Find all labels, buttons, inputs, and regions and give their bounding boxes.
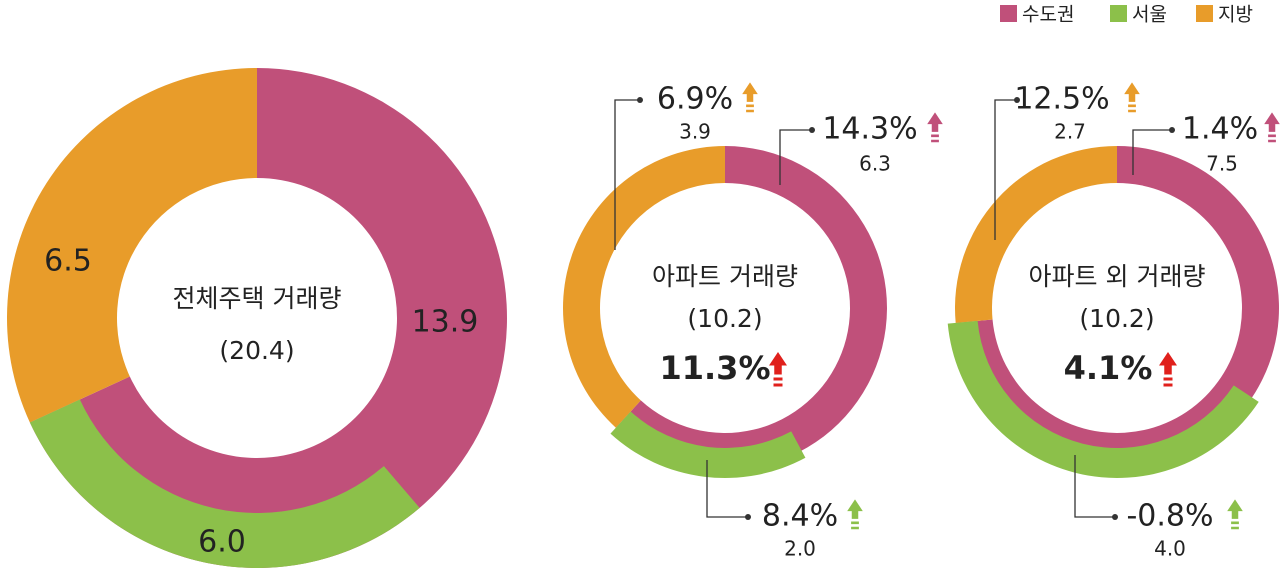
leader-dot <box>637 97 643 103</box>
donut-segment <box>563 146 725 428</box>
change-arrow <box>1159 352 1177 387</box>
value-label: 4.0 <box>1154 537 1186 561</box>
legend-label: 서울 <box>1132 4 1167 26</box>
change-arrow <box>769 352 787 387</box>
leader-dot <box>745 514 751 520</box>
donut-segment <box>947 320 1259 478</box>
change-label: 14.3% <box>822 112 917 147</box>
legend-label: 수도권 <box>1022 4 1074 26</box>
leader-dot <box>1112 514 1118 520</box>
legend-swatch <box>1000 5 1017 22</box>
donut-title: 전체주택 거래량 <box>173 284 342 313</box>
value-label: 6.5 <box>44 244 92 279</box>
change-label: 6.9% <box>657 82 733 117</box>
leader-line <box>1132 129 1172 175</box>
value-label: 6.0 <box>198 525 246 560</box>
donut-total: (10.2) <box>1079 304 1154 333</box>
leader-line <box>1074 455 1115 518</box>
leader-line <box>706 460 748 518</box>
change-label: 12.5% <box>1014 82 1109 117</box>
donut-segment <box>29 399 420 568</box>
change-arrow <box>1227 499 1243 530</box>
change-arrow <box>1124 82 1140 113</box>
donut-title: 아파트 외 거래량 <box>1029 262 1206 291</box>
legend-label: 지방 <box>1218 4 1253 26</box>
change-arrow <box>1264 112 1280 143</box>
change-arrow <box>927 112 943 143</box>
leader-line <box>779 129 812 185</box>
leader-dot <box>1169 127 1175 133</box>
value-label: 6.3 <box>859 152 891 176</box>
value-label: 2.7 <box>1054 120 1086 144</box>
legend-swatch <box>1110 5 1127 22</box>
donut-total: (10.2) <box>687 304 762 333</box>
donut-segment <box>6 68 257 423</box>
donut-total: (20.4) <box>219 336 294 365</box>
total-change: 11.3% <box>659 349 770 387</box>
value-label: 2.0 <box>784 537 816 561</box>
change-label: 8.4% <box>762 499 838 534</box>
change-arrow <box>742 82 758 113</box>
donut-title: 아파트 거래량 <box>652 262 798 291</box>
leader-dot <box>1014 97 1020 103</box>
donut-segment <box>954 146 1117 323</box>
leader-dot <box>809 127 815 133</box>
change-label: 1.4% <box>1182 112 1258 147</box>
donut-segment <box>29 68 508 568</box>
value-label: 3.9 <box>679 120 711 144</box>
change-label: -0.8% <box>1126 499 1213 534</box>
total-change: 4.1% <box>1064 349 1153 387</box>
legend-swatch <box>1196 5 1213 22</box>
value-label: 13.9 <box>412 305 479 340</box>
change-arrow <box>847 499 863 530</box>
donut-segment <box>610 411 806 478</box>
value-label: 7.5 <box>1206 152 1238 176</box>
leader-line <box>994 99 1017 240</box>
leader-line <box>614 99 640 250</box>
